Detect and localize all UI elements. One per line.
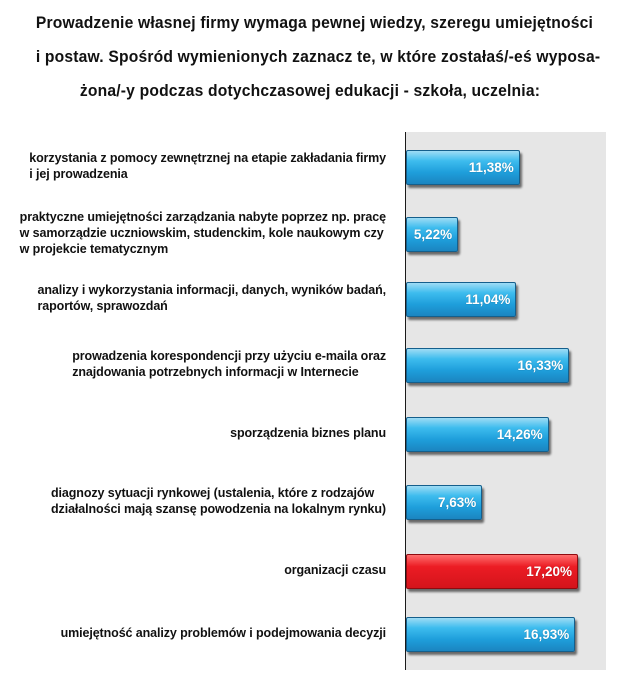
bar-1 <box>406 149 520 185</box>
title-line-3: żona/-y podczas dotychczasowej edukacji … <box>79 81 541 100</box>
category-label-line: praktyczne umiejętności zarządzania naby… <box>19 210 386 224</box>
category-label-7: organizacji czasu <box>284 562 386 578</box>
bar-value-label-7: 17,20% <box>526 563 572 579</box>
bar-value-label-5: 14,26% <box>496 426 543 442</box>
bar-value-label-3: 11,04% <box>465 291 511 307</box>
category-label-line: analizy i wykorzystania informacji, dany… <box>37 283 387 297</box>
category-label-1: korzystania z pomocy zewnętrznej na etap… <box>29 150 386 182</box>
category-axis <box>405 132 406 670</box>
bar-value-label-1: 11,38% <box>468 159 514 175</box>
bar-6 <box>406 484 483 520</box>
bar-value-label-4: 16,33% <box>517 357 564 373</box>
category-label-line: i jej prowadzenia <box>29 167 128 181</box>
bar-7 <box>406 553 578 589</box>
category-label-5: sporządzenia biznes planu <box>230 425 386 441</box>
category-label-2: praktyczne umiejętności zarządzania naby… <box>20 209 386 257</box>
category-label-4: prowadzenia korespondencji przy użyciu e… <box>72 348 386 380</box>
category-label-line: diagnozy sytuacji rynkowej (ustalenia, k… <box>51 486 375 500</box>
bar-5 <box>406 416 549 452</box>
category-label-3: analizy i wykorzystania informacji, dany… <box>37 282 387 314</box>
bar-value-label-2: 5,22% <box>413 226 453 242</box>
category-label-line: organizacji czasu <box>284 563 386 577</box>
title-line-1: Prowadzenie własnej firmy wymaga pewnej … <box>35 13 594 32</box>
bar-4 <box>406 347 570 383</box>
bar-value-label-8: 16,93% <box>523 626 570 642</box>
category-label-line: raportów, sprawozdań <box>37 299 168 313</box>
bar-3 <box>406 281 517 317</box>
category-label-line: sporządzenia biznes planu <box>230 426 386 440</box>
title-line-2: i postaw. Spośród wymienionych zaznacz t… <box>35 47 601 66</box>
category-label-8: umiejętność analizy problemów i podejmow… <box>60 625 387 641</box>
category-label-line: prowadzenia korespondencji przy użyciu e… <box>72 349 386 363</box>
bar-8 <box>406 616 576 652</box>
bar-2 <box>406 216 459 252</box>
category-label-line: w samorządzie uczniowskim, studenckim, k… <box>19 226 384 240</box>
plot-area <box>405 132 606 670</box>
category-label-line: umiejętność analizy problemów i podejmow… <box>60 626 387 640</box>
bar-value-label-6: 7,63% <box>438 494 477 510</box>
category-label-line: korzystania z pomocy zewnętrznej na etap… <box>29 151 386 165</box>
category-label-line: w projekcie tematycznym <box>19 242 169 256</box>
category-label-line: znajdowania potrzebnych informacji w Int… <box>72 365 359 379</box>
chart-title: Prowadzenie własnej firmy wymaga pewnej … <box>35 6 601 108</box>
category-label-line: działalności mają szansę powodzenia na l… <box>51 502 386 516</box>
category-label-6: diagnozy sytuacji rynkowej (ustalenia, k… <box>51 485 386 517</box>
